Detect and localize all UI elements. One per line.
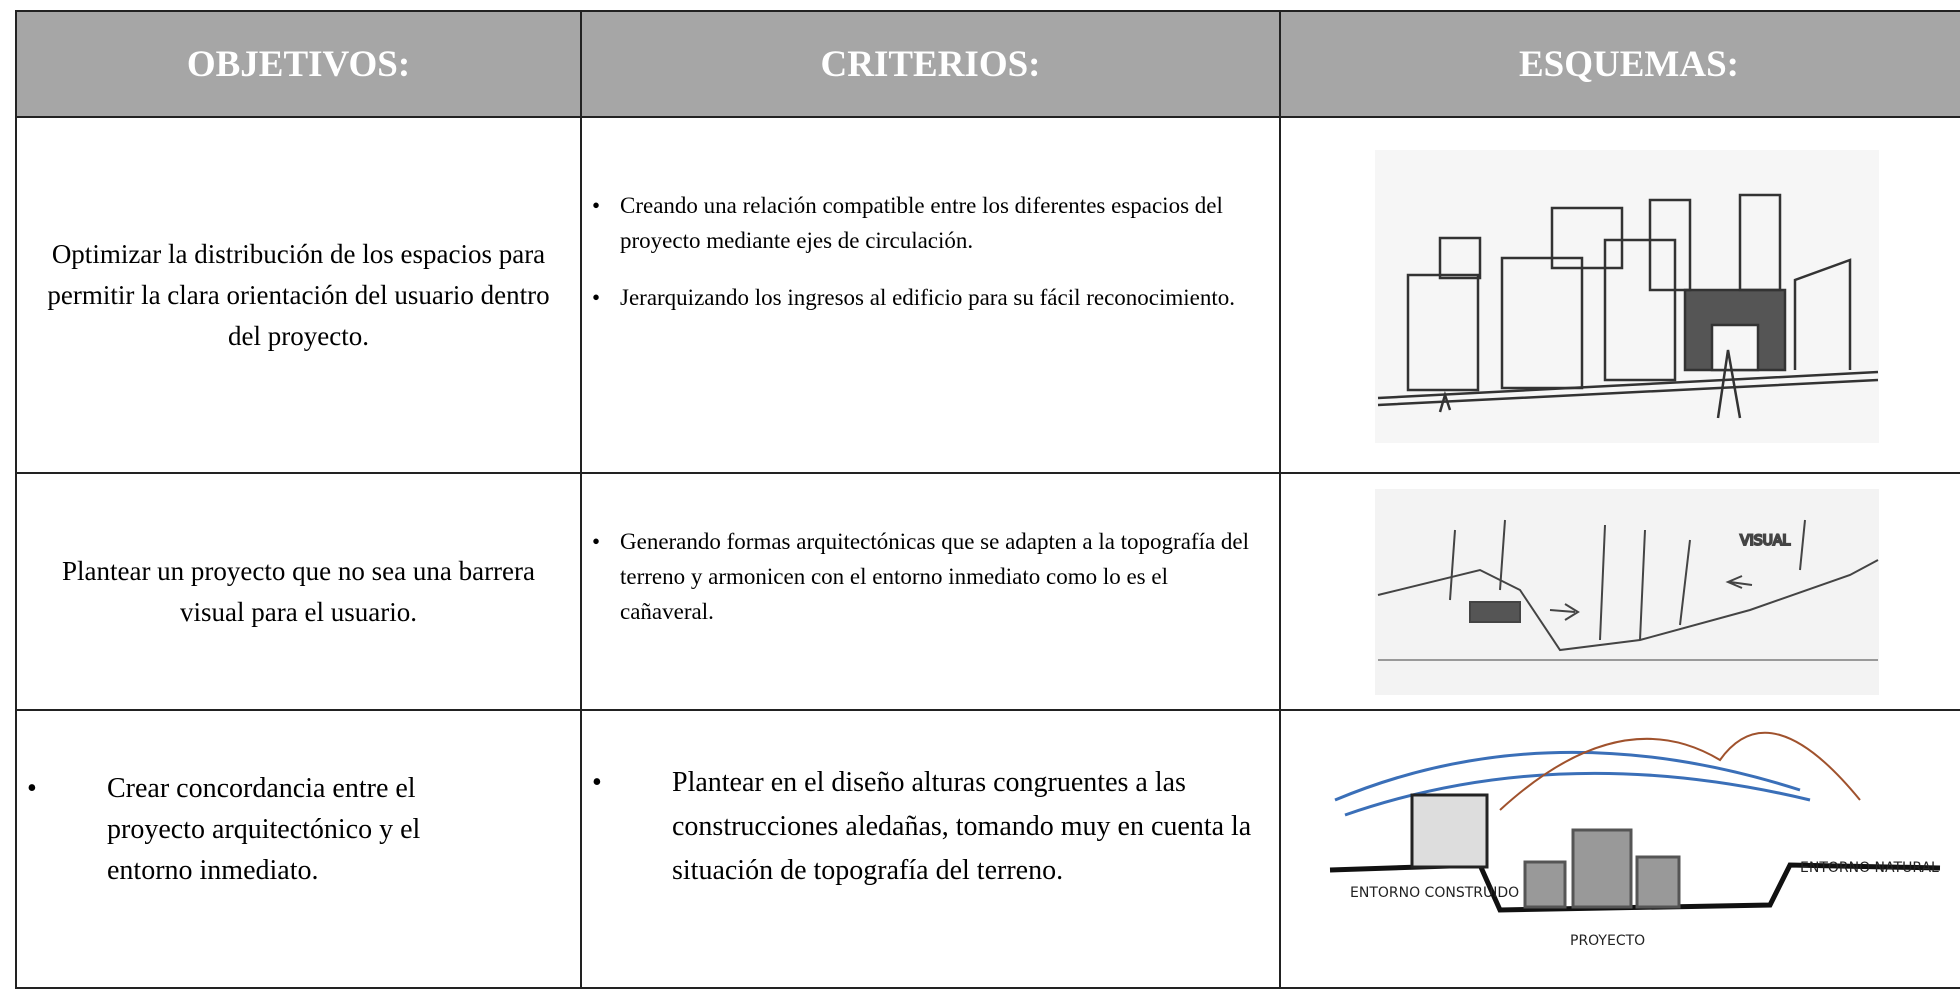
header-text: OBJETIVOS: [186, 43, 411, 85]
objective: Optimizar la distribución de los espacio… [47, 238, 550, 351]
criterion: Generando formas arquitectónicas que se … [582, 524, 1259, 629]
objective: Plantear un proyecto que no sea una barr… [61, 555, 536, 627]
sketch-label: ENTORNO NATURAL [1800, 860, 1939, 876]
criterion: Creando una relación compatible entre lo… [582, 188, 1259, 258]
criteria-cell: Creando una relación compatible entre lo… [580, 116, 1281, 474]
header-text: CRITERIOS: [820, 43, 1041, 85]
sketch-label: ENTORNO CONSTRUIDO [1350, 885, 1519, 901]
sketch-buildings [1375, 150, 1879, 443]
criterion: Plantear en el diseño alturas congruente… [582, 761, 1259, 893]
objective: Crear concordancia entre el proyecto arq… [17, 768, 487, 891]
objective-cell: Optimizar la distribución de los espacio… [15, 116, 582, 474]
criterion: Jerarquizando los ingresos al edificio p… [582, 280, 1259, 315]
sketch-landscape: VISUAL [1375, 489, 1879, 695]
sketch-label: PROYECTO [1570, 933, 1645, 949]
sketch-section: ENTORNO CONSTRUIDO PROYECTO ENTORNO NATU… [1329, 731, 1941, 949]
sketch-label: VISUAL [1740, 533, 1790, 549]
header-cell: OBJETIVOS: [15, 10, 582, 118]
header-text: ESQUEMAS: [1519, 43, 1739, 85]
